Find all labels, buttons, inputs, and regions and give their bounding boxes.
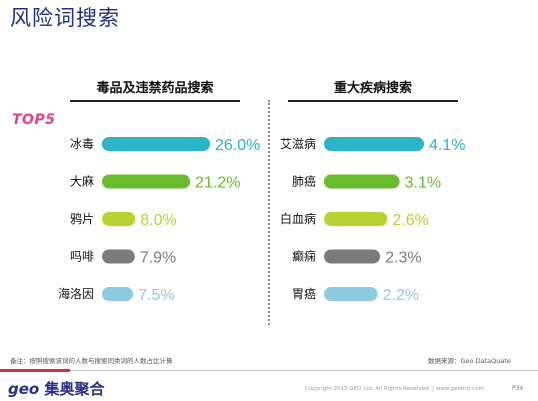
drug-chart-title: 毒品及违禁药品搜索 xyxy=(70,78,240,102)
bar xyxy=(102,249,135,264)
disease-chart-title: 重大疾病搜索 xyxy=(288,78,458,102)
logo-geo-text: geo xyxy=(8,380,40,398)
category-label: 海洛因 xyxy=(58,286,94,301)
copyright-text: Copyright 2015 GEO Ltd. All Rights Reser… xyxy=(305,386,484,392)
value-label: 7.5% xyxy=(138,287,174,304)
charts-canvas: 冰毒 26.0% 大麻 21.2% 鸦片 8.0% 吗啡 7.9% 海洛因 7.5% 艾滋病 4.1%… xyxy=(58,136,465,304)
category-label: 胃癌 xyxy=(292,286,316,301)
category-label: 癫痫 xyxy=(292,249,316,264)
footer-divider xyxy=(0,370,538,371)
category-label: 大麻 xyxy=(70,174,94,189)
panel-divider xyxy=(268,100,270,325)
value-label: 3.1% xyxy=(405,175,441,192)
footnote: 备注：按照搜索该词的人数与搜索同类词的人数占比计算 xyxy=(10,357,173,365)
category-label: 鸦片 xyxy=(70,211,94,226)
bar xyxy=(324,287,378,301)
bar xyxy=(102,137,210,151)
category-label: 吗啡 xyxy=(70,250,94,264)
value-label: 2.3% xyxy=(385,250,421,267)
value-label: 7.9% xyxy=(140,250,176,267)
page-title: 风险词搜索 xyxy=(10,6,120,30)
page-number: P34 xyxy=(512,385,524,392)
value-label: 8.0% xyxy=(140,212,176,229)
bar xyxy=(102,212,136,226)
footer-accent-bar xyxy=(0,369,70,372)
value-label: 2.6% xyxy=(392,212,428,229)
company-logo: geo 集奥聚合 xyxy=(8,378,104,399)
bar xyxy=(102,287,134,301)
bar xyxy=(324,249,381,264)
top5-badge: TOP5 xyxy=(12,112,56,128)
bar xyxy=(324,174,400,189)
category-label: 白血病 xyxy=(280,211,316,226)
value-label: 21.2% xyxy=(195,175,240,192)
category-label: 冰毒 xyxy=(70,137,94,151)
data-source: 数据来源：Geo DataQuate xyxy=(428,357,511,365)
bar xyxy=(324,137,424,151)
bar xyxy=(102,174,191,189)
bar xyxy=(324,212,388,226)
value-label: 26.0% xyxy=(215,137,260,154)
value-label: 4.1% xyxy=(429,137,465,154)
value-label: 2.2% xyxy=(383,287,419,304)
logo-name-text: 集奥聚合 xyxy=(44,380,105,398)
category-label: 肺癌 xyxy=(292,174,316,189)
category-label: 艾滋病 xyxy=(280,136,316,151)
